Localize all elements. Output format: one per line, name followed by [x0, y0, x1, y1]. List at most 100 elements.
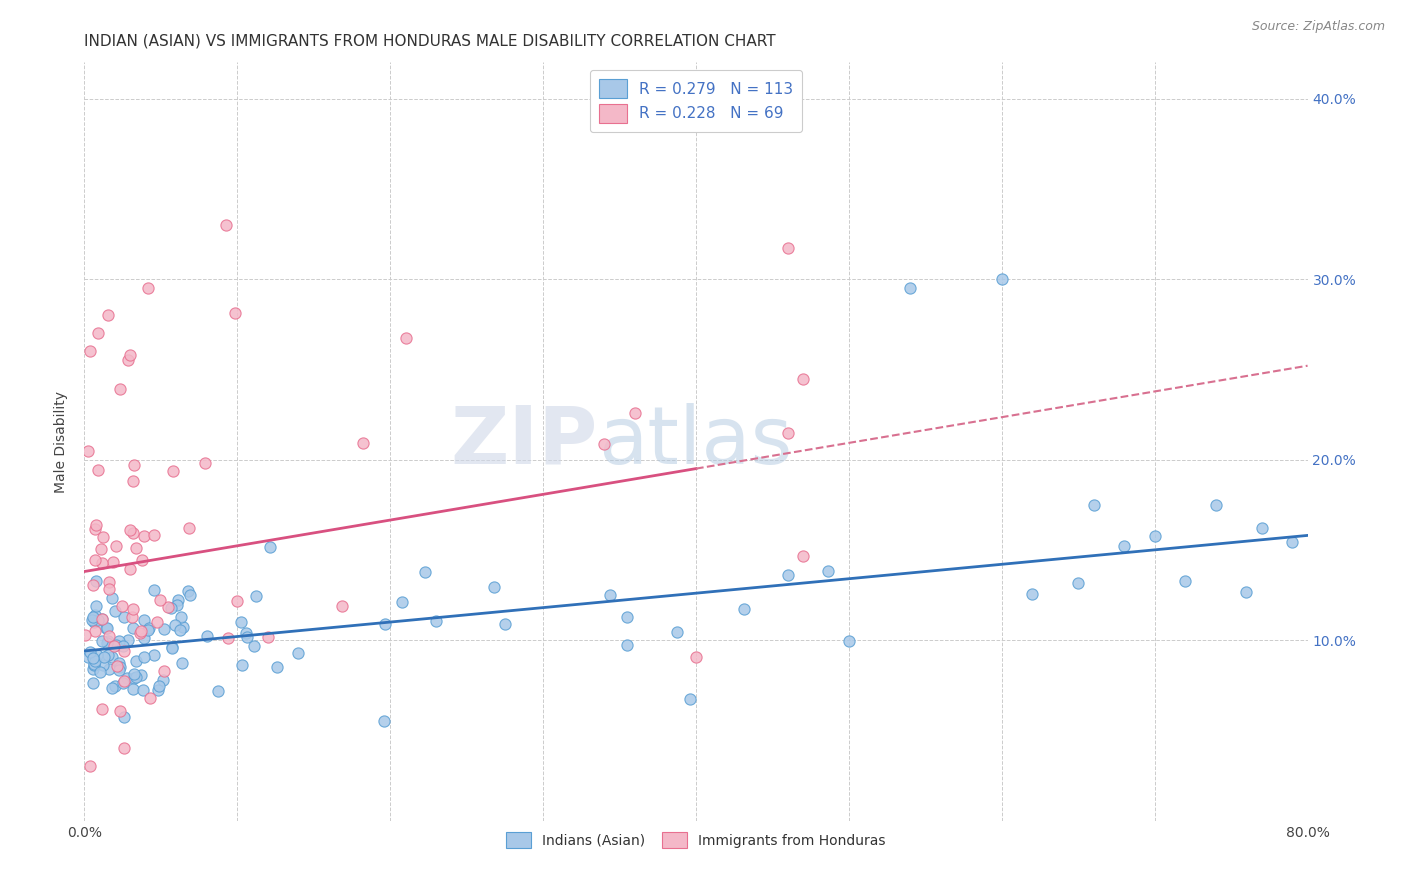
Point: [391, 595, 413, 609]
Point: [89, 665, 111, 679]
Point: [991, 272, 1014, 286]
Point: [494, 616, 516, 631]
Point: [152, 673, 174, 687]
Point: [138, 621, 160, 635]
Point: [395, 331, 418, 345]
Point: [105, 659, 128, 673]
Point: [117, 671, 139, 685]
Point: [266, 660, 288, 674]
Point: [97, 629, 120, 643]
Point: [96, 621, 118, 635]
Point: [142, 583, 165, 598]
Point: [121, 602, 143, 616]
Point: [125, 670, 148, 684]
Point: [79, 344, 101, 359]
Point: [128, 625, 150, 640]
Point: [108, 704, 131, 718]
Point: [235, 625, 257, 640]
Point: [142, 648, 165, 662]
Point: [484, 580, 506, 594]
Point: [97, 648, 120, 662]
Point: [132, 529, 155, 543]
Point: [117, 633, 139, 648]
Point: [76, 444, 98, 458]
Point: [194, 456, 217, 470]
Point: [1205, 498, 1227, 512]
Point: [616, 610, 638, 624]
Point: [84, 517, 107, 532]
Point: [82, 676, 104, 690]
Point: [118, 348, 141, 362]
Point: [153, 622, 176, 636]
Point: [207, 683, 229, 698]
Point: [125, 541, 148, 555]
Point: [104, 604, 127, 618]
Point: [1083, 498, 1105, 512]
Point: [229, 615, 252, 630]
Point: [134, 650, 156, 665]
Point: [112, 676, 135, 690]
Point: [231, 657, 253, 672]
Point: [129, 667, 152, 681]
Point: [259, 540, 281, 554]
Point: [96, 621, 118, 635]
Point: [117, 353, 139, 368]
Point: [257, 630, 280, 644]
Point: [105, 638, 128, 652]
Point: [87, 463, 110, 477]
Point: [330, 599, 353, 613]
Point: [413, 565, 436, 579]
Text: ZIP: ZIP: [451, 402, 598, 481]
Point: [179, 588, 201, 602]
Point: [83, 658, 105, 673]
Point: [167, 592, 190, 607]
Point: [776, 567, 799, 582]
Point: [1236, 584, 1258, 599]
Point: [226, 594, 249, 608]
Point: [79, 759, 101, 773]
Point: [176, 584, 198, 599]
Point: [142, 528, 165, 542]
Point: [87, 326, 110, 341]
Point: [108, 663, 131, 677]
Point: [1021, 587, 1043, 601]
Point: [111, 599, 134, 613]
Point: [160, 640, 183, 655]
Point: [1143, 529, 1166, 543]
Point: [121, 681, 143, 696]
Point: [217, 632, 239, 646]
Point: [616, 638, 638, 652]
Point: [898, 281, 921, 295]
Point: [111, 639, 134, 653]
Point: [215, 218, 238, 232]
Point: [108, 383, 131, 397]
Point: [138, 281, 160, 295]
Point: [131, 553, 153, 567]
Point: [83, 552, 105, 566]
Point: [134, 631, 156, 645]
Point: [1174, 574, 1197, 588]
Text: INDIAN (ASIAN) VS IMMIGRANTS FROM HONDURAS MALE DISABILITY CORRELATION CHART: INDIAN (ASIAN) VS IMMIGRANTS FROM HONDUR…: [84, 34, 776, 49]
Point: [177, 521, 200, 535]
Point: [83, 607, 105, 622]
Point: [162, 465, 184, 479]
Point: [132, 683, 155, 698]
Y-axis label: Male Disability: Male Disability: [55, 391, 69, 492]
Point: [157, 600, 180, 615]
Point: [195, 629, 218, 643]
Point: [242, 639, 264, 653]
Point: [98, 574, 121, 589]
Point: [96, 636, 118, 650]
Point: [146, 683, 169, 698]
Point: [124, 654, 146, 668]
Point: [120, 523, 142, 537]
Point: [1281, 535, 1303, 549]
Point: [79, 644, 101, 658]
Point: [97, 308, 120, 322]
Point: [108, 660, 131, 674]
Point: [84, 574, 107, 589]
Point: [165, 618, 187, 632]
Point: [103, 639, 125, 653]
Point: [129, 624, 152, 638]
Point: [121, 475, 143, 489]
